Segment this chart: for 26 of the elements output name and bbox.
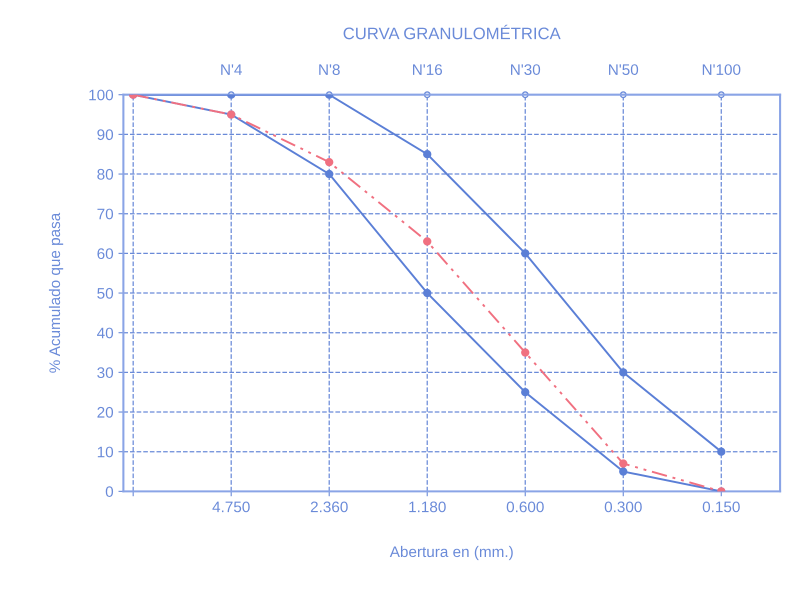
y-tick-label: 80 [97, 168, 114, 180]
annotation: N'8 [319, 64, 340, 76]
annotation: N'16 [413, 64, 442, 76]
y-tick-label: 30 [97, 367, 114, 378]
x-axis-title: Abertura en (mm.) [390, 546, 513, 560]
annotation: N'30 [511, 64, 540, 76]
y-tick-label: 60 [97, 248, 114, 260]
y-tick-label: 100 [89, 90, 114, 100]
y-tick-label: 20 [97, 406, 114, 418]
y-tick-label: 10 [98, 446, 114, 458]
y-tick-label: 90 [97, 129, 114, 140]
y-tick-label: 0 [106, 486, 114, 498]
y-tick-label: 50 [97, 288, 114, 299]
x-tick-label: 2.360 [310, 501, 348, 512]
annotation: N'100 [702, 64, 740, 76]
x-tick-label: 0.300 [604, 501, 642, 512]
annotation: N'50 [609, 64, 638, 76]
y-tick-label: 40 [97, 328, 114, 338]
y-tick-label: 70 [97, 208, 114, 220]
chart-title: CURVA GRANULOMÉTRICA [344, 24, 561, 40]
x-tick-label: 0.600 [506, 501, 544, 512]
y-axis-title: % Acumulado que pasa [48, 212, 64, 373]
x-tick-label: 1.180 [409, 501, 446, 512]
x-tick-label: 0.150 [702, 501, 740, 512]
annotation: N'4 [221, 64, 242, 75]
x-tick-label: 4.750 [212, 501, 250, 512]
